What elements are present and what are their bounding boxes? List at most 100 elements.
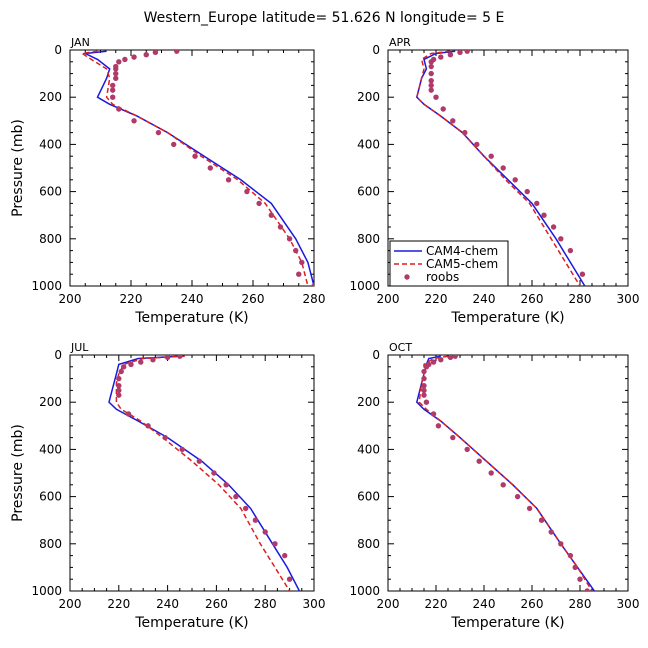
x-tick-label: 240	[156, 597, 179, 611]
roobs-point	[299, 259, 305, 266]
figure-title: Western_Europe latitude= 51.626 N longit…	[144, 10, 505, 26]
roobs-point	[116, 106, 122, 112]
x-tick-label: 280	[303, 292, 326, 306]
panel-label: APR	[389, 36, 411, 49]
x-tick-label: 220	[107, 597, 130, 611]
roobs-point	[162, 434, 168, 441]
y-tick-label: 400	[39, 442, 62, 456]
roobs-point	[488, 470, 494, 476]
roobs-point	[143, 52, 149, 58]
panel-apr: 200 220 240 260 280 300 0 200 400 600 800 1000 Tempe…	[349, 36, 639, 326]
roobs-point	[252, 517, 259, 523]
roobs-point	[131, 118, 137, 124]
roobs-point	[572, 564, 578, 571]
roobs-point	[110, 94, 116, 100]
x-tick-label: 300	[617, 292, 640, 306]
roobs-point	[548, 529, 554, 535]
y-tick-label: 600	[357, 185, 380, 199]
roobs-point	[421, 368, 427, 375]
roobs-point	[500, 165, 506, 171]
roobs-point	[428, 70, 434, 77]
roobs-point	[122, 56, 128, 63]
y-axis-label: Pressure (mb)	[10, 119, 26, 217]
roobs-point	[150, 357, 156, 363]
roobs-point	[171, 141, 177, 148]
roobs-point	[438, 357, 444, 363]
y-tick-label: 0	[372, 348, 380, 362]
roobs-point	[192, 153, 198, 159]
panel-label: OCT	[389, 341, 412, 354]
roobs-point	[423, 399, 430, 405]
roobs-point	[207, 165, 213, 171]
roobs-point	[110, 87, 116, 93]
y-tick-label: 200	[357, 395, 380, 409]
x-tick-label: 220	[425, 292, 448, 306]
plot-frame	[69, 49, 315, 287]
roobs-point	[138, 359, 144, 365]
x-tick-label: 200	[377, 597, 400, 611]
roobs-point	[128, 361, 134, 368]
roobs-point	[110, 82, 116, 89]
x-tick-label: 260	[205, 597, 228, 611]
roobs-point	[145, 423, 151, 429]
roobs-point	[428, 87, 434, 93]
legend-label: CAM4-chem	[426, 244, 498, 258]
roobs-point	[464, 50, 470, 54]
panel-oct: 200 220 240 260 280 300 0 200 400 600 800 1000 Tempe…	[349, 341, 639, 631]
roobs-point	[113, 75, 119, 82]
y-tick-label: 200	[39, 90, 62, 104]
x-axis-label: Temperature (K)	[134, 310, 248, 326]
roobs-point	[421, 375, 427, 382]
x-tick-label: 240	[181, 292, 204, 306]
roobs-point	[116, 387, 122, 394]
x-axis-label: Temperature (K)	[134, 615, 248, 631]
roobs-point	[450, 434, 456, 441]
roobs-point	[225, 177, 232, 183]
x-tick-label: 280	[569, 292, 592, 306]
roobs-point	[164, 355, 171, 361]
cam5-chem-line	[115, 355, 291, 591]
cam5-chem-line	[415, 50, 581, 286]
roobs-point	[579, 271, 586, 277]
roobs-point	[526, 505, 533, 512]
roobs-point	[457, 50, 463, 56]
cam5-chem-line	[80, 50, 309, 286]
panel-jul: 200 220 240 260 280 300 0 200 400 600 800 1000 Tempe…	[10, 341, 325, 631]
roobs-point	[196, 458, 203, 464]
x-tick-label: 260	[521, 292, 544, 306]
y-tick-label: 0	[54, 43, 62, 57]
roobs-point	[116, 392, 122, 398]
roobs-point	[438, 54, 444, 60]
roobs-point	[286, 576, 293, 582]
roobs-point	[242, 505, 249, 512]
panel-label: JAN	[70, 36, 90, 49]
roobs-point	[452, 355, 458, 359]
roobs-point	[541, 212, 547, 218]
y-tick-label: 800	[357, 232, 380, 246]
roobs-point	[488, 153, 494, 159]
roobs-point	[113, 70, 119, 77]
roobs-point	[155, 129, 162, 136]
y-tick-label: 200	[39, 395, 62, 409]
roobs-point	[433, 94, 439, 100]
x-tick-label: 300	[303, 597, 326, 611]
roobs-point	[538, 517, 545, 523]
roobs-point	[113, 66, 119, 72]
roobs-point	[462, 129, 468, 136]
roobs-point	[311, 283, 314, 286]
roobs-point	[152, 50, 159, 56]
y-tick-label: 1000	[31, 279, 62, 293]
roobs-point	[428, 63, 434, 70]
roobs-point	[296, 271, 302, 277]
roobs-point	[125, 411, 132, 417]
legend-label: CAM5-chem	[426, 257, 498, 271]
y-tick-label: 600	[39, 185, 62, 199]
roobs-point	[256, 200, 262, 207]
x-tick-label: 220	[120, 292, 143, 306]
plot-frame	[69, 354, 315, 592]
roobs-point	[211, 470, 217, 476]
y-tick-label: 600	[39, 490, 62, 504]
roobs-point	[567, 552, 574, 559]
roobs-point	[428, 77, 434, 84]
